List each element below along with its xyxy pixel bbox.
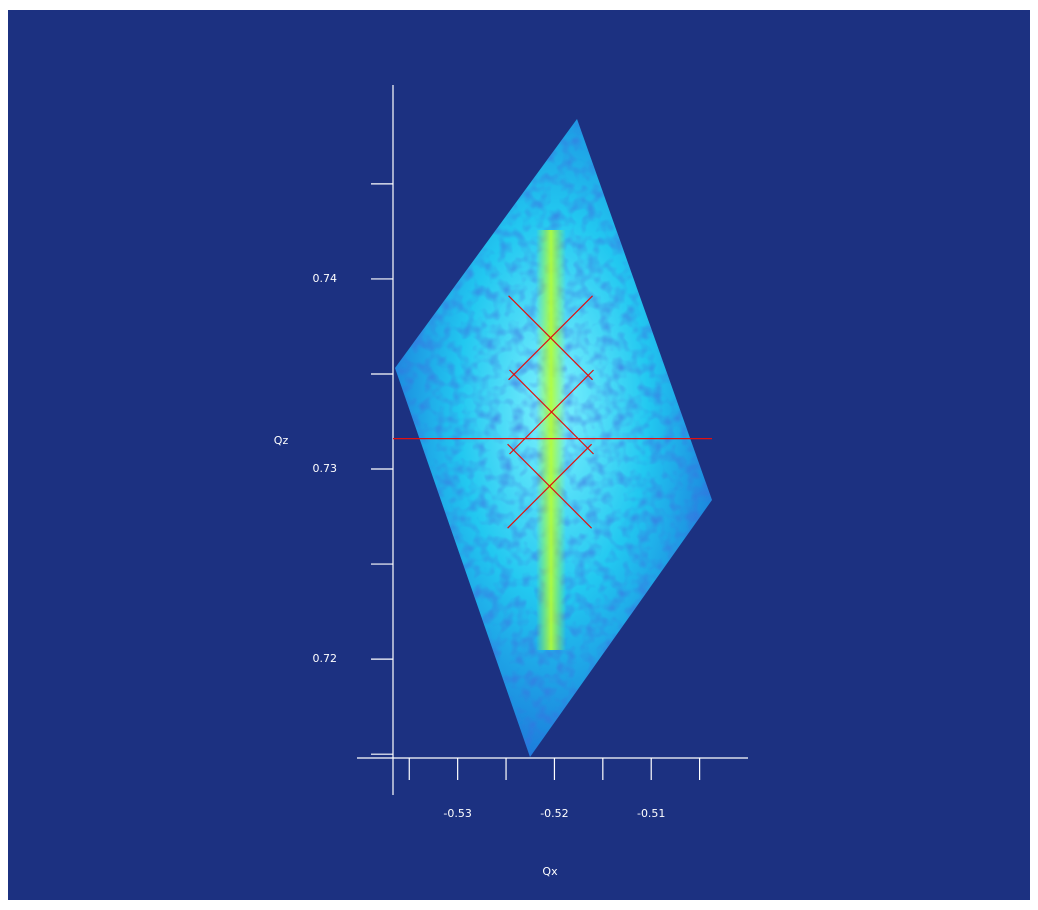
x-tick-label: -0.52 <box>540 807 568 820</box>
peak-marker <box>508 295 593 381</box>
x-axis-label: Qx <box>542 865 558 878</box>
y-tick-label: 0.73 <box>313 462 338 475</box>
x-tick-label: -0.51 <box>637 807 665 820</box>
y-axis-label: Qz <box>274 434 289 447</box>
y-tick-label: 0.72 <box>313 652 338 665</box>
peak-marker <box>509 369 594 455</box>
x-tick-label: -0.53 <box>443 807 471 820</box>
peak-marker <box>507 443 593 529</box>
y-tick-label: 0.74 <box>313 272 338 285</box>
